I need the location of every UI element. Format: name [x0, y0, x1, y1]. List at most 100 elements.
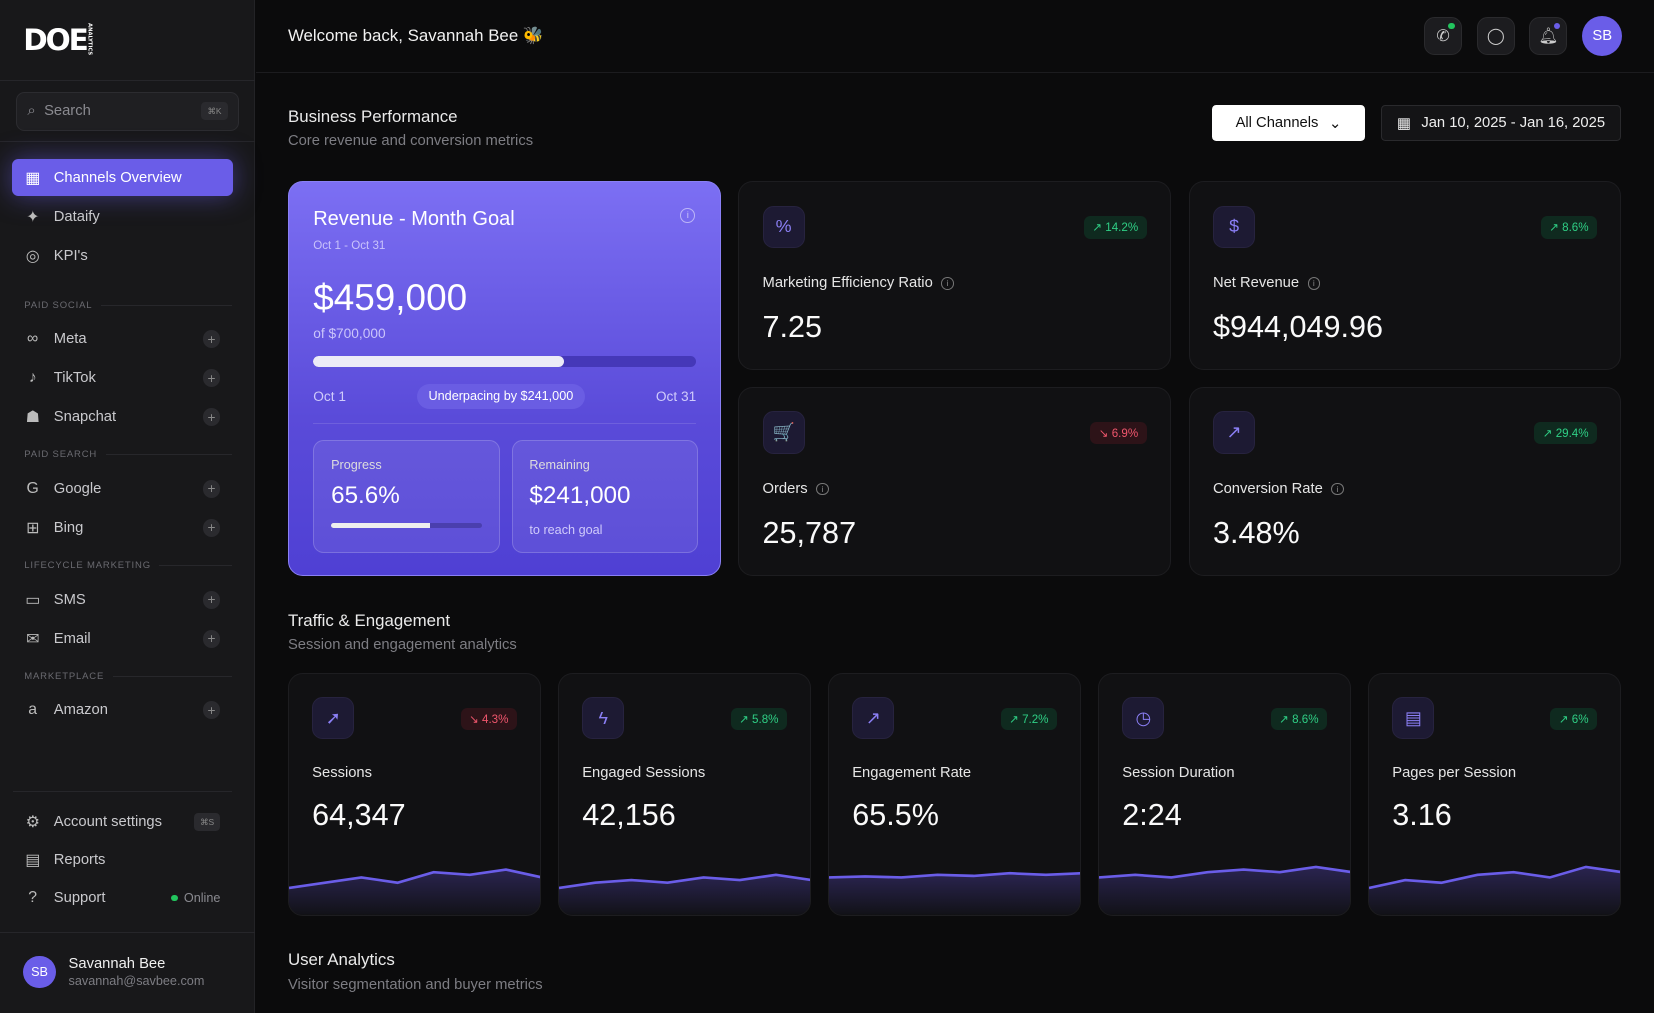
traffic-card: ↗ ↗ 7.2% Engagement Rate 65.5% — [828, 672, 1082, 916]
mini-progress-fill — [331, 522, 431, 529]
add-google-button[interactable]: + — [202, 479, 221, 498]
metric-value: 65.5% — [852, 797, 939, 832]
info-icon[interactable]: i — [680, 207, 696, 223]
add-email-button[interactable]: + — [202, 629, 221, 648]
traffic-header: Traffic & Engagement Session and engageme… — [288, 611, 517, 653]
logo-text: DOE — [23, 23, 89, 58]
welcome-text: Welcome back, Savannah Bee 🐝 — [287, 25, 544, 45]
change-badge: ↗ 6% — [1550, 707, 1597, 731]
section-title: User Analytics — [287, 950, 395, 970]
metric-value: 3.16 — [1392, 797, 1452, 832]
revenue-goal-card: i Revenue - Month Goal Oct 1 - Oct 31 $4… — [287, 181, 722, 576]
logo[interactable]: DOEANALYTICS — [23, 23, 92, 57]
metric-label: Pages per Session — [1392, 764, 1517, 781]
metric-value: 42,156 — [582, 797, 676, 832]
kpi-card: $ ↗ 8.6% Net Revenue i $944,049.96 — [1188, 181, 1622, 371]
business-header: Business Performance Core revenue and con… — [288, 107, 533, 149]
sparkline — [558, 873, 811, 915]
change-value: 8.6% — [1292, 712, 1319, 726]
notifications-button[interactable]: 🔔︎ — [1529, 16, 1568, 55]
add-tiktok-button[interactable]: + — [202, 369, 221, 388]
chat-icon: ◯ — [1486, 27, 1505, 45]
sparkline-line — [288, 868, 541, 890]
sparkline-line — [1099, 865, 1351, 879]
sidebar: DOEANALYTICS ⌕ Search ⌘K ▦ Channels Overvie… — [0, 0, 256, 1013]
info-icon[interactable]: i — [1331, 482, 1344, 496]
document-icon: ▤ — [25, 852, 41, 870]
main-content: Welcome back, Savannah Bee 🐝 ✆ ◯ 🔔︎ SB B… — [256, 0, 1654, 1013]
add-sms-button[interactable]: + — [202, 590, 221, 609]
nav-reports[interactable]: ▤ Reports — [12, 842, 234, 879]
nav-dataify[interactable]: ✦ Dataify — [12, 198, 234, 235]
change-badge: ↗ 14.2% — [1083, 216, 1147, 239]
goal-target: of $700,000 — [313, 325, 386, 341]
clock-icon: ◷ — [1122, 697, 1165, 740]
nav-sms[interactable]: ▭ SMS + — [12, 581, 234, 618]
tiktok-icon: ♪ — [28, 369, 37, 387]
channel-select[interactable]: All Channels ⌄ — [1211, 105, 1365, 142]
nav-amazon[interactable]: a Amazon + — [12, 692, 234, 729]
nav-label: SMS — [53, 591, 86, 608]
change-value: 5.8% — [752, 712, 779, 726]
nav-label: Dataify — [53, 208, 100, 225]
kpi-card: % ↗ 14.2% Marketing Efficiency Ratio i 7.… — [738, 181, 1171, 371]
cursor-icon: ➚ — [312, 697, 355, 740]
remaining-box: Remaining $241,000 to reach goal — [511, 439, 699, 553]
nav-meta[interactable]: ∞ Meta + — [12, 321, 234, 358]
goal-title: Revenue - Month Goal — [313, 207, 515, 230]
nav-account-settings[interactable]: ⚙ Account settings ⌘S — [12, 804, 234, 841]
sparkline — [1369, 865, 1621, 915]
goal-start: Oct 1 — [313, 388, 346, 404]
info-icon[interactable]: i — [941, 276, 954, 290]
nav-channels-overview[interactable]: ▦ Channels Overview — [11, 159, 234, 197]
nav-snapchat[interactable]: ☗ Snapchat + — [12, 399, 234, 436]
search-input[interactable]: ⌕ Search ⌘K — [15, 91, 240, 131]
sparkline-line — [1369, 865, 1621, 890]
change-value: 6% — [1571, 712, 1589, 726]
user-avatar[interactable]: SB — [1582, 15, 1623, 56]
goal-value: $459,000 — [313, 277, 468, 319]
nav-kpis[interactable]: ◎ KPI's — [12, 237, 234, 274]
metric-label: Sessions — [312, 764, 373, 781]
phone-icon: ✆ — [1436, 27, 1450, 45]
add-meta-button[interactable]: + — [202, 330, 221, 349]
message-icon: ▭ — [25, 591, 41, 609]
nav-label: Account settings — [53, 814, 163, 831]
bolt-icon: ϟ — [582, 697, 625, 740]
info-icon[interactable]: i — [1307, 276, 1321, 290]
select-value: All Channels — [1235, 115, 1319, 132]
change-value: 4.3% — [482, 712, 509, 726]
change-badge: ↗ 5.8% — [730, 707, 787, 731]
nav-email[interactable]: ✉ Email + — [12, 620, 234, 657]
grid-icon: ▦ — [25, 169, 41, 187]
section-marketplace: MARKETPLACE — [24, 671, 232, 682]
user-profile[interactable]: SB Savannah Bee savannah@savbee.com — [23, 955, 204, 989]
add-amazon-button[interactable]: + — [202, 701, 221, 720]
nav-label: Google — [53, 480, 102, 497]
sparkline-line — [558, 873, 811, 890]
nav-google[interactable]: G Google + — [12, 470, 234, 507]
add-bing-button[interactable]: + — [202, 518, 221, 537]
search-shortcut: ⌘K — [201, 102, 228, 121]
search-icon: ⌕ — [27, 103, 36, 120]
add-snapchat-button[interactable]: + — [202, 408, 221, 427]
nav-bing[interactable]: ⊞ Bing + — [12, 509, 234, 546]
google-icon: G — [26, 479, 39, 497]
change-value: 14.2% — [1105, 221, 1139, 235]
meta-icon: ∞ — [27, 330, 39, 348]
mini-progress-bar — [331, 522, 483, 529]
info-icon[interactable]: i — [816, 482, 829, 496]
traffic-card: ϟ ↗ 5.8% Engaged Sessions 42,156 — [557, 672, 812, 916]
nav-tiktok[interactable]: ♪ TikTok + — [12, 360, 234, 397]
divider — [0, 80, 256, 82]
change-badge: ↘ 4.3% — [460, 707, 517, 731]
nav-support[interactable]: ? Support Online — [12, 880, 234, 917]
avatar: SB — [23, 955, 56, 989]
phone-button[interactable]: ✆ — [1424, 16, 1462, 55]
kpi-label: Orders — [762, 480, 808, 497]
metric-label: Engaged Sessions — [582, 764, 706, 781]
kpi-value: 7.25 — [762, 310, 823, 345]
date-range-picker[interactable]: ▦ Jan 10, 2025 - Jan 16, 2025 — [1380, 105, 1622, 142]
messages-button[interactable]: ◯ — [1476, 16, 1515, 55]
section-subtitle: Session and engagement analytics — [287, 637, 517, 654]
